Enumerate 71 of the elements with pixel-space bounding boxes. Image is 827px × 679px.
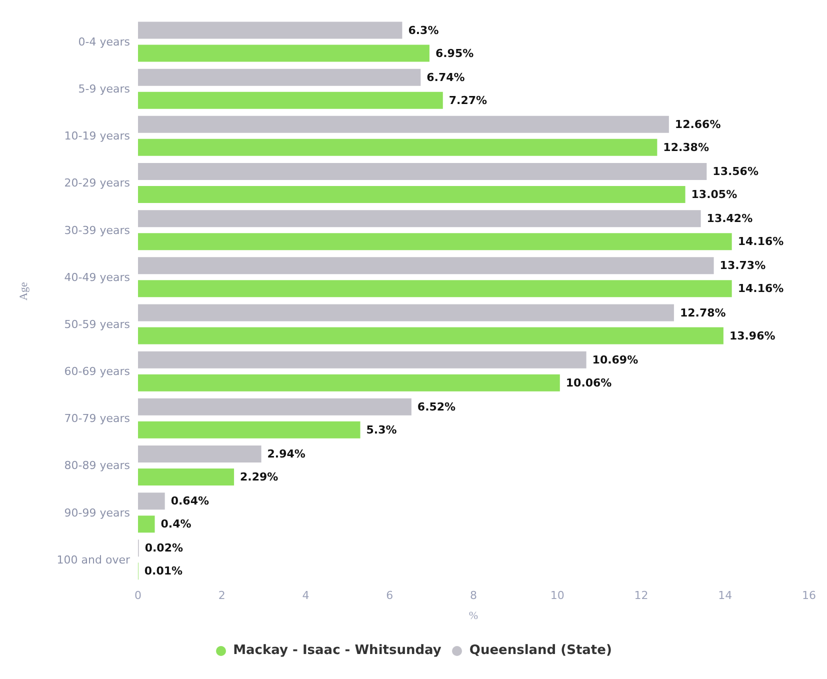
y-tick-label: 80-89 years (64, 459, 130, 472)
x-tick-label: 6 (386, 588, 394, 602)
bar (138, 421, 360, 438)
data-label: 6.74% (426, 70, 465, 84)
bar (138, 516, 155, 533)
x-axis-title: % (468, 610, 478, 622)
data-label: 14.16% (738, 282, 784, 296)
data-label: 13.56% (712, 165, 758, 178)
data-label: 13.73% (720, 259, 766, 272)
bar (138, 398, 412, 416)
y-tick-label: 5-9 years (78, 82, 130, 96)
y-tick-label: 0-4 years (78, 35, 130, 48)
y-tick-label: 100 and over (56, 553, 130, 566)
bar (138, 186, 686, 204)
data-label: 13.42% (706, 212, 753, 226)
x-tick-label: 16 (802, 588, 816, 602)
data-label: 12.66% (674, 118, 721, 131)
data-label: 13.05% (691, 188, 738, 202)
bar (138, 280, 732, 298)
bar (138, 116, 669, 133)
bar (138, 163, 707, 180)
data-label: 10.06% (566, 376, 612, 390)
x-tick-label: 10 (550, 588, 564, 602)
x-tick-label: 0 (134, 588, 142, 602)
x-tick-label: 4 (302, 588, 310, 602)
data-label: 13.96% (729, 329, 776, 342)
y-tick-label: 60-69 years (64, 365, 130, 378)
data-label: 0.4% (160, 518, 192, 531)
bar (138, 44, 430, 62)
bar (138, 233, 732, 250)
bar (138, 374, 560, 392)
y-tick-label: 30-39 years (64, 224, 130, 237)
data-label: 14.16% (738, 235, 784, 248)
bar (138, 327, 724, 344)
data-label: 6.3% (408, 24, 439, 37)
bar (138, 92, 443, 109)
data-label: 0.64% (170, 494, 210, 508)
bar (138, 257, 714, 274)
y-tick-label: 40-49 years (64, 270, 130, 284)
bar (138, 22, 402, 39)
bar (138, 210, 701, 228)
x-tick-label: 8 (470, 588, 477, 602)
data-label: 0.01% (144, 564, 183, 578)
legend-label: Queensland (State) (468, 643, 612, 658)
y-tick-label: 10-19 years (64, 130, 130, 143)
data-label: 10.69% (592, 353, 638, 366)
data-label: 6.95% (435, 46, 474, 60)
y-tick-label: 50-59 years (64, 318, 130, 331)
y-tick-label: 20-29 years (64, 176, 130, 190)
bar (138, 351, 586, 368)
data-label: 7.27% (448, 94, 488, 107)
bar (138, 468, 234, 486)
bar (138, 492, 165, 510)
x-tick-label: 12 (634, 588, 648, 602)
bar (138, 446, 262, 463)
data-label: 12.78% (680, 306, 726, 320)
data-label: 6.52% (417, 400, 456, 414)
data-label: 5.3% (366, 423, 397, 436)
data-label: 2.94% (267, 448, 306, 461)
x-tick-label: 2 (218, 588, 226, 602)
legend-label: Mackay - Isaac - Whitsunday (232, 643, 442, 658)
y-tick-label: 70-79 years (64, 412, 130, 426)
bar (138, 68, 421, 86)
data-label: 2.29% (240, 470, 278, 484)
y-axis-title: Age (18, 282, 30, 300)
bar (138, 138, 658, 156)
data-label: 12.38% (663, 140, 710, 154)
bar (138, 304, 674, 322)
data-label: 0.02% (144, 542, 184, 555)
y-tick-label: 90-99 years (64, 506, 130, 520)
x-tick-label: 14 (718, 588, 732, 602)
